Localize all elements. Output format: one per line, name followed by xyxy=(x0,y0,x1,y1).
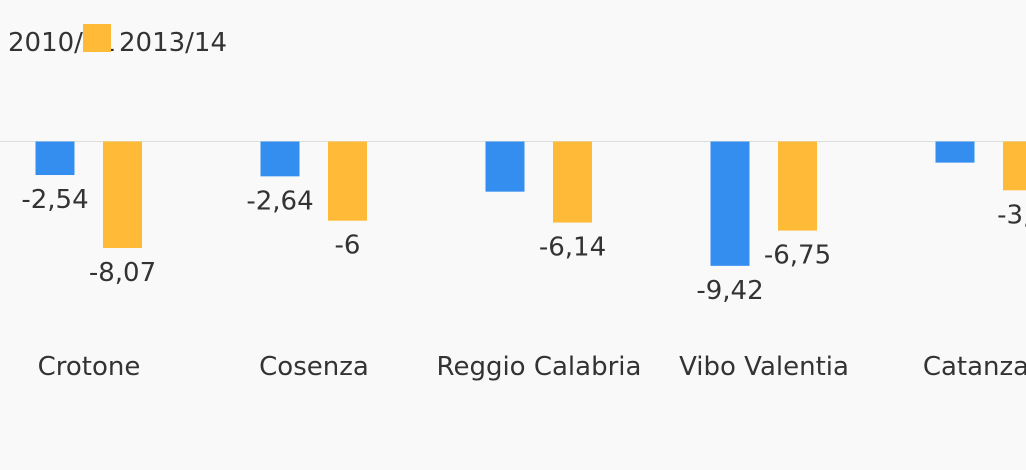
data-label-2013-14-reggio-calabria: -6,14 xyxy=(539,233,606,263)
data-label-2013-14-crotone: -8,07 xyxy=(89,258,156,288)
bar-2010-11-crotone xyxy=(35,141,75,176)
data-label-2010-11-vibo-valentia: -9,42 xyxy=(696,276,763,306)
category-labels-layer: Crotone Cosenza Reggio Calabria Vibo Valent… xyxy=(38,352,1026,382)
bar-2010-11-cosenza xyxy=(260,141,300,177)
data-label-2013-14-vibo-valentia: -6,75 xyxy=(764,241,831,271)
bar-2010-11-reggio-calabria xyxy=(485,141,525,192)
bar-2013-14-vibo-valentia xyxy=(778,141,817,231)
category-label-cosenza: Cosenza xyxy=(259,352,369,382)
data-labels-layer: -2,54 -8,07 -2,64 -6 -6,14 -9,42-6,75 -3,7 xyxy=(21,185,1026,306)
bar-2013-14-catanzaro xyxy=(1003,141,1026,191)
category-label-reggio-calabria: Reggio Calabria xyxy=(437,352,642,382)
category-label-vibo-valentia: Vibo Valentia xyxy=(679,352,849,382)
legend-label-2013-14: 2013/14 xyxy=(119,28,227,58)
bar-2013-14-crotone xyxy=(103,141,142,249)
legend: 2010/11 2013/14 xyxy=(8,24,227,58)
bar-2010-11-catanzaro xyxy=(935,141,975,163)
bar-2010-11-vibo-valentia xyxy=(710,141,750,266)
bar-2013-14-cosenza xyxy=(328,141,367,221)
bars-layer xyxy=(35,141,1026,266)
bar-2013-14-reggio-calabria xyxy=(553,141,592,223)
data-label-2013-14-catanzaro: -3,7 xyxy=(997,200,1026,230)
data-label-2010-11-crotone: -2,54 xyxy=(21,185,88,215)
data-label-2013-14-cosenza: -6 xyxy=(335,231,361,261)
category-label-crotone: Crotone xyxy=(38,352,141,382)
legend-swatch-2013-14 xyxy=(83,24,111,52)
data-label-2010-11-cosenza: -2,64 xyxy=(246,186,313,216)
category-label-catanzaro: Catanzaro xyxy=(923,352,1026,382)
